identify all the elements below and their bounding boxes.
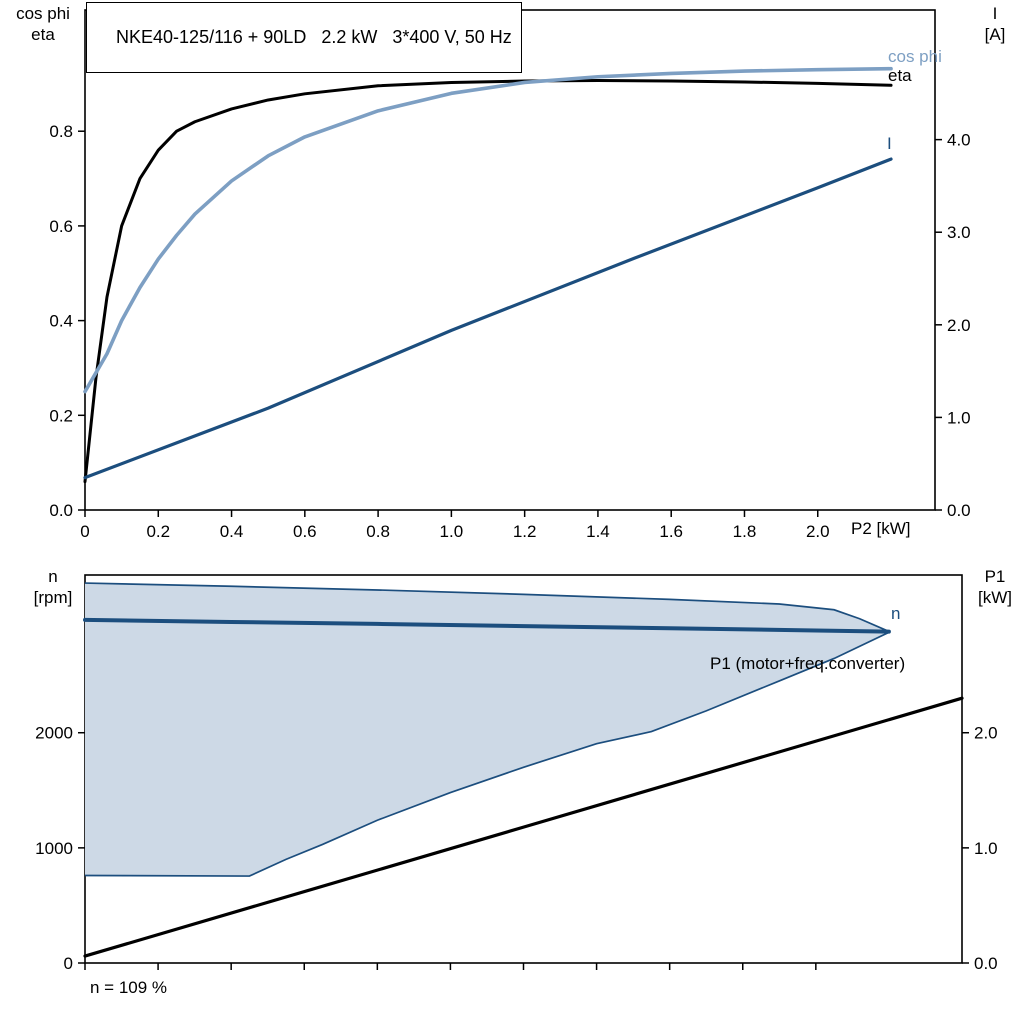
y-right-tick-label: 4.0 (947, 131, 971, 150)
x-tick-label: 0.6 (293, 522, 317, 541)
y-left-tick-label: 0 (64, 954, 73, 973)
x-tick-label: 2.0 (806, 522, 830, 541)
axis-label-cos-phi: cos phi (16, 4, 70, 23)
top-right-axis-header: I [A] (970, 3, 1020, 45)
x-tick-label: 1.8 (733, 522, 757, 541)
y-left-tick-label: 0.0 (49, 501, 73, 520)
x-tick-label: 1.6 (659, 522, 683, 541)
y-right-tick-label: 2.0 (974, 724, 998, 743)
curve-label-cos-phi: cos phi (888, 47, 942, 66)
bottom-right-axis-header: P1 [kW] (968, 566, 1022, 608)
chart-title-box: NKE40-125/116 + 90LD 2.2 kW 3*400 V, 50 … (86, 2, 522, 73)
x-tick-label: 0.8 (366, 522, 390, 541)
y-right-tick-label: 1.0 (947, 408, 971, 427)
speed-control-band (85, 583, 889, 877)
x-axis-label: P2 [kW] (851, 519, 911, 538)
curve-p1 (83, 696, 964, 958)
y-left-tick-label: 1000 (35, 839, 73, 858)
y-right-tick-label: 3.0 (947, 223, 971, 242)
curve-label-current: I (887, 134, 892, 153)
y-left-tick-label: 0.8 (49, 122, 73, 141)
x-tick-label: 0.4 (220, 522, 244, 541)
axis-label-speed: n (48, 567, 58, 586)
curve-current (83, 157, 893, 480)
chart-title: NKE40-125/116 + 90LD 2.2 kW 3*400 V, 50 … (116, 27, 512, 47)
axis-label-current-unit: [A] (984, 25, 1006, 44)
curve-label-eta: eta (888, 66, 912, 85)
curve-eta (83, 79, 893, 484)
axis-label-eta: eta (31, 25, 55, 44)
curve-label-speed: n (891, 604, 901, 623)
curve-cos-phi (83, 66, 893, 394)
band-upper-boundary (84, 582, 890, 633)
y-right-tick-label: 0.0 (974, 954, 998, 973)
axis-label-speed-unit: [rpm] (33, 588, 73, 607)
x-tick-label: 1.0 (440, 522, 464, 541)
top-left-axis-header: cos phi eta (4, 3, 82, 45)
y-right-tick-label: 2.0 (947, 316, 971, 335)
band-lower-boundary (84, 631, 890, 877)
axis-label-current: I (992, 4, 998, 23)
y-right-tick-label: 1.0 (974, 839, 998, 858)
curve-label-p1: P1 (motor+freq.converter) (710, 654, 906, 673)
curve-speed (83, 617, 891, 634)
x-tick-label: 0.2 (146, 522, 170, 541)
axis-label-p1-unit: [kW] (978, 588, 1012, 607)
bottom-left-axis-header: n [rpm] (18, 566, 88, 608)
x-tick-label: 1.2 (513, 522, 537, 541)
speed-annotation: n = 109 % (90, 978, 168, 997)
axis-label-p1: P1 (984, 567, 1006, 586)
y-left-tick-label: 0.4 (49, 312, 73, 331)
x-tick-label: 0 (80, 522, 89, 541)
y-left-tick-label: 0.2 (49, 406, 73, 425)
y-left-tick-label: 0.6 (49, 217, 73, 236)
y-left-tick-label: 2000 (35, 724, 73, 743)
x-tick-label: 1.4 (586, 522, 610, 541)
y-right-tick-label: 0.0 (947, 501, 971, 520)
